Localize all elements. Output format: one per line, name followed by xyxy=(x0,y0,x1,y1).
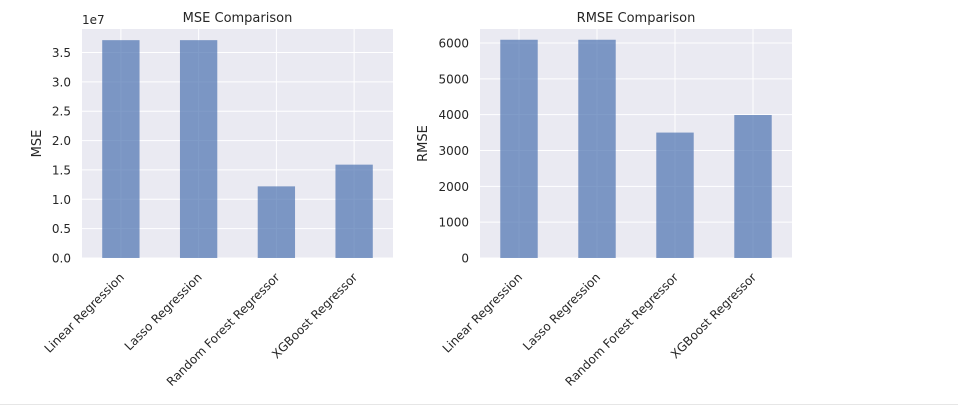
y-tick-label: 0 xyxy=(461,252,469,266)
y-tick-label: 0.0 xyxy=(52,252,71,266)
y-tick-label: 4000 xyxy=(438,108,469,122)
x-tick-label: Linear Regression xyxy=(440,270,525,355)
y-tick-label: 2.5 xyxy=(52,105,71,119)
x-tick-label: Linear Regression xyxy=(42,270,127,355)
x-tick-label: XGBoost Regressor xyxy=(668,270,759,361)
y-offset-label: 1e7 xyxy=(82,13,105,27)
divider xyxy=(0,404,958,405)
y-tick-label: 1.0 xyxy=(52,193,71,207)
y-tick-label: 2.0 xyxy=(52,134,71,148)
bar-1 xyxy=(102,40,140,259)
chart-title: MSE Comparison xyxy=(183,11,293,26)
x-tick-label: Lasso Regression xyxy=(520,270,603,353)
bar-4 xyxy=(335,164,373,258)
bar-4 xyxy=(734,115,772,258)
y-tick-label: 1000 xyxy=(438,216,469,230)
bar-1 xyxy=(500,39,538,258)
bar-2 xyxy=(578,39,616,258)
x-tick-label: Lasso Regression xyxy=(122,270,205,353)
bar-2 xyxy=(179,40,218,259)
bar-3 xyxy=(656,132,694,258)
y-axis-label: MSE xyxy=(30,130,45,158)
chart-title: RMSE Comparison xyxy=(577,11,696,26)
y-tick-label: 3000 xyxy=(438,144,469,158)
chart-2: 0 1000 2000 3000 4000 5000 6000 Linear Regressi… xyxy=(416,11,792,389)
chart-1: 0.0 0.5 1.0 1.5 2.0 2.5 3.0 3.5 Linear Regressio… xyxy=(30,11,393,389)
y-tick-label: 3.5 xyxy=(52,46,71,60)
y-tick-label: 3.0 xyxy=(52,75,71,89)
bar-3 xyxy=(257,186,296,258)
y-axis-label: RMSE xyxy=(416,125,431,162)
y-tick-label: 6000 xyxy=(438,36,469,50)
y-tick-label: 1.5 xyxy=(52,163,71,177)
y-tick-label: 0.5 xyxy=(52,222,71,236)
y-tick-label: 5000 xyxy=(438,72,469,86)
y-tick-label: 2000 xyxy=(438,180,469,194)
x-tick-label: XGBoost Regressor xyxy=(269,270,360,361)
